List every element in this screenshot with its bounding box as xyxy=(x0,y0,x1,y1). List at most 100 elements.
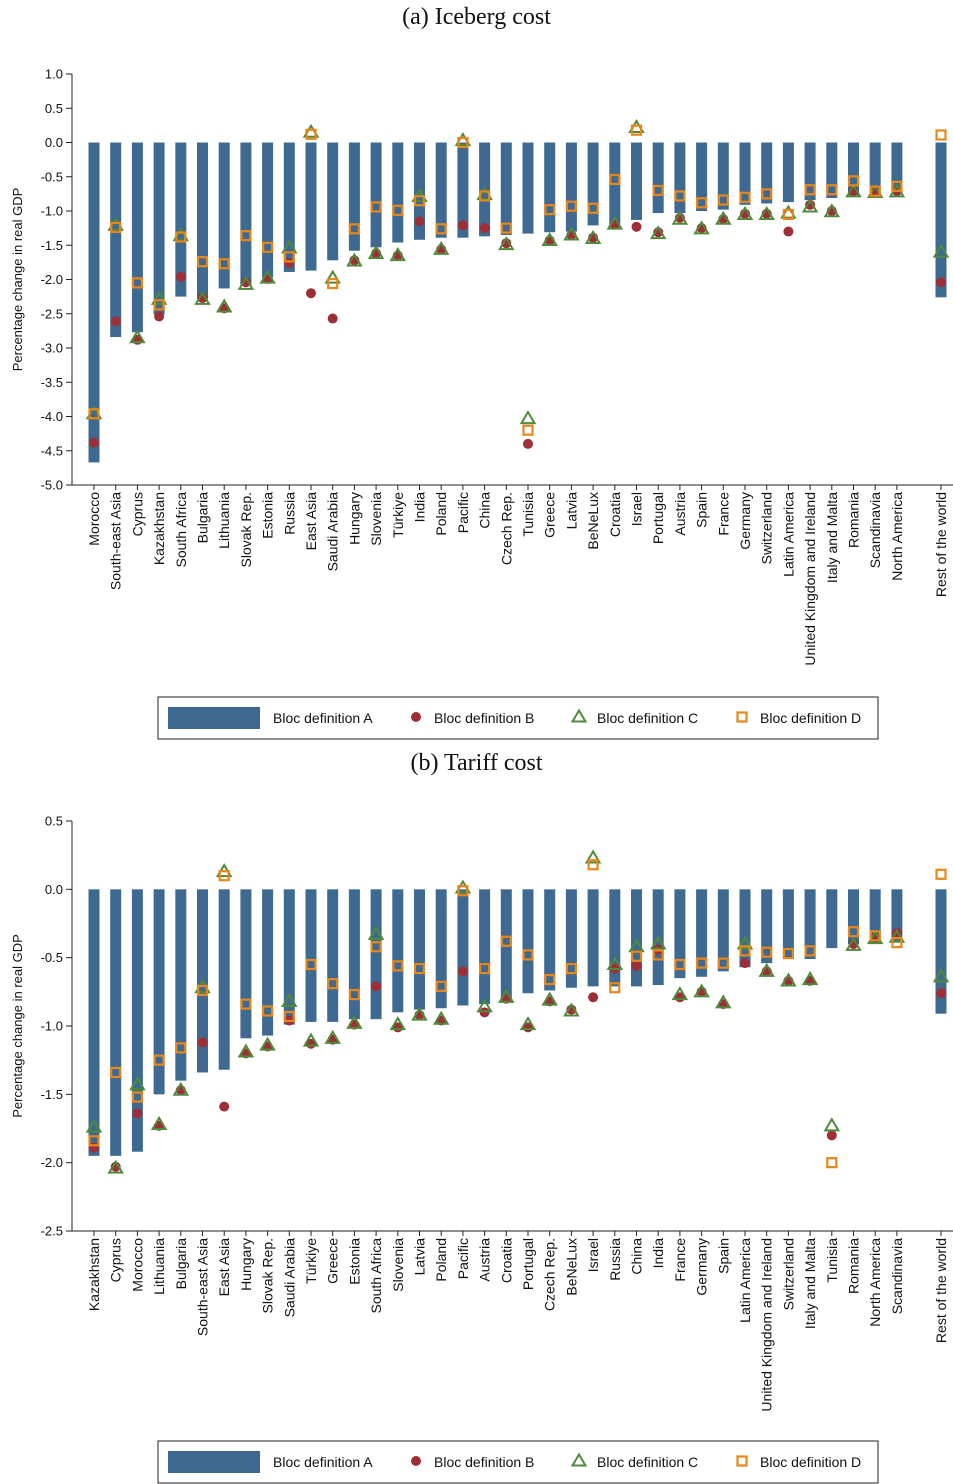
bar xyxy=(457,889,469,1006)
y-tick-label: -1.0 xyxy=(41,204,63,219)
legend-label: Bloc definition D xyxy=(760,1454,861,1470)
point-circle xyxy=(479,223,490,234)
point-triangle xyxy=(346,1014,363,1029)
point-square xyxy=(196,984,209,997)
x-tick-label: Switzerland xyxy=(759,492,775,564)
point-square xyxy=(544,973,556,986)
bar xyxy=(891,889,903,942)
legend-label: Bloc definition B xyxy=(434,710,534,726)
bar xyxy=(717,142,729,210)
x-tick-label: Romania xyxy=(846,1238,862,1294)
legend-label: Bloc definition A xyxy=(273,1454,373,1470)
x-tick-label: Portugal xyxy=(650,492,666,544)
bar xyxy=(848,142,859,196)
x-tick-label: Scandinavia xyxy=(889,1238,905,1314)
x-tick-label: Italy and Malta xyxy=(824,492,840,583)
point-triangle xyxy=(129,329,146,344)
bar xyxy=(696,142,708,211)
legend-box xyxy=(157,1440,879,1484)
point-square xyxy=(761,946,773,958)
x-tick-label: BeNeLux xyxy=(585,492,601,550)
point-triangle xyxy=(172,1081,190,1096)
x-tick-label: Rest of the world xyxy=(933,1238,949,1343)
bar xyxy=(262,889,274,1036)
legend-swatch-circle xyxy=(411,712,421,722)
point-circle xyxy=(457,220,468,231)
bar xyxy=(110,142,122,338)
point-square xyxy=(153,1054,165,1066)
bar xyxy=(631,142,642,220)
bar xyxy=(935,889,947,1014)
x-tick-label: Estonia xyxy=(346,1238,362,1285)
point-square xyxy=(804,184,816,196)
point-triangle xyxy=(302,123,320,138)
panel-tariff-cost: (b) Tariff cost 0.5 0.0 -0.5 -1.0 -1.5 -2.0 -2… xyxy=(0,746,953,1484)
point-triangle xyxy=(801,198,819,213)
legend-label: Bloc definition B xyxy=(434,1454,534,1470)
tariff-cost-chart: 0.5 0.0 -0.5 -1.0 -1.5 -2.0 -2.5 Percentage cha… xyxy=(10,814,953,1484)
point-square xyxy=(196,256,209,268)
bar xyxy=(544,142,556,233)
bar xyxy=(500,142,512,235)
point-square xyxy=(348,223,360,235)
bar xyxy=(565,142,577,232)
x-tick-label: Slovak Rep. xyxy=(260,1238,276,1313)
legend-swatch-triangle xyxy=(570,708,588,723)
point-triangle xyxy=(454,131,472,146)
y-tick-label: -0.5 xyxy=(41,169,63,184)
point-triangle xyxy=(237,275,255,290)
bar xyxy=(370,142,382,248)
point-triangle xyxy=(324,269,341,284)
point-square xyxy=(435,223,447,235)
legend-swatch-circle xyxy=(411,1456,421,1466)
point-triangle xyxy=(823,203,841,218)
iceberg-cost-chart: 1.0 0.5 0.0 -0.5 -1.0 -1.5 -2.0 -2.5 -3.0 -3.5 -4.… xyxy=(10,67,953,740)
point-triangle xyxy=(476,186,493,201)
x-tick-label: Pacific xyxy=(455,1238,471,1279)
point-square xyxy=(262,1005,274,1017)
y-tick-label: -2.0 xyxy=(41,272,63,287)
point-square xyxy=(739,945,751,957)
bar xyxy=(761,142,773,204)
x-tick-label: United Kingdom and Ireland xyxy=(802,492,818,666)
bar xyxy=(479,889,491,1005)
bar xyxy=(826,142,838,198)
bar xyxy=(153,889,165,1095)
point-triangle xyxy=(866,184,884,199)
legend-swatch-square xyxy=(736,1455,748,1467)
bar xyxy=(696,889,708,977)
x-tick-label: Estonia xyxy=(260,492,276,539)
x-tick-label: Tunisia xyxy=(824,1238,840,1283)
x-tick-label: Croatia xyxy=(498,1238,514,1283)
point-triangle xyxy=(715,210,732,225)
x-tick-label: Morocco xyxy=(86,492,102,546)
point-square xyxy=(327,978,339,990)
point-triangle xyxy=(649,225,667,240)
point-square xyxy=(587,202,599,214)
point-circle xyxy=(414,216,425,227)
y-tick-label: -2.5 xyxy=(41,1224,63,1239)
point-circle xyxy=(783,226,794,237)
point-square xyxy=(370,201,382,213)
bar xyxy=(240,142,252,285)
point-triangle xyxy=(780,972,797,987)
x-tick-label: Latvia xyxy=(563,492,579,530)
x-tick-label: Kazakhstan xyxy=(151,492,167,565)
x-tick-label: Türkiye xyxy=(390,492,406,538)
bar xyxy=(609,889,621,987)
bar xyxy=(305,142,317,271)
bar xyxy=(674,142,686,214)
point-square xyxy=(782,208,795,221)
bar xyxy=(631,889,642,987)
x-tick-label: Poland xyxy=(433,492,449,536)
point-triangle xyxy=(107,216,124,231)
point-square xyxy=(283,251,295,263)
x-tick-label: BeNeLux xyxy=(563,1238,579,1296)
point-triangle xyxy=(215,298,233,313)
point-square xyxy=(717,194,729,206)
bar xyxy=(565,889,577,988)
point-triangle xyxy=(476,998,493,1013)
y-tick-label: -5.0 xyxy=(41,478,63,493)
point-square xyxy=(283,1010,295,1023)
point-square xyxy=(435,980,447,992)
